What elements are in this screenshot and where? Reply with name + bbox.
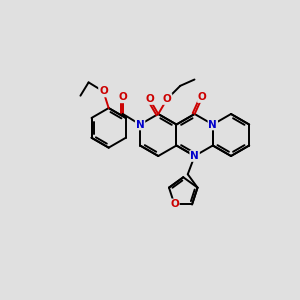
Text: O: O bbox=[99, 86, 108, 97]
Text: O: O bbox=[145, 94, 154, 104]
Text: N: N bbox=[136, 119, 144, 130]
Text: N: N bbox=[208, 119, 217, 130]
Text: O: O bbox=[198, 92, 207, 102]
Text: O: O bbox=[170, 200, 179, 209]
Text: O: O bbox=[118, 92, 127, 102]
Text: O: O bbox=[163, 94, 172, 104]
Text: N: N bbox=[190, 151, 199, 161]
